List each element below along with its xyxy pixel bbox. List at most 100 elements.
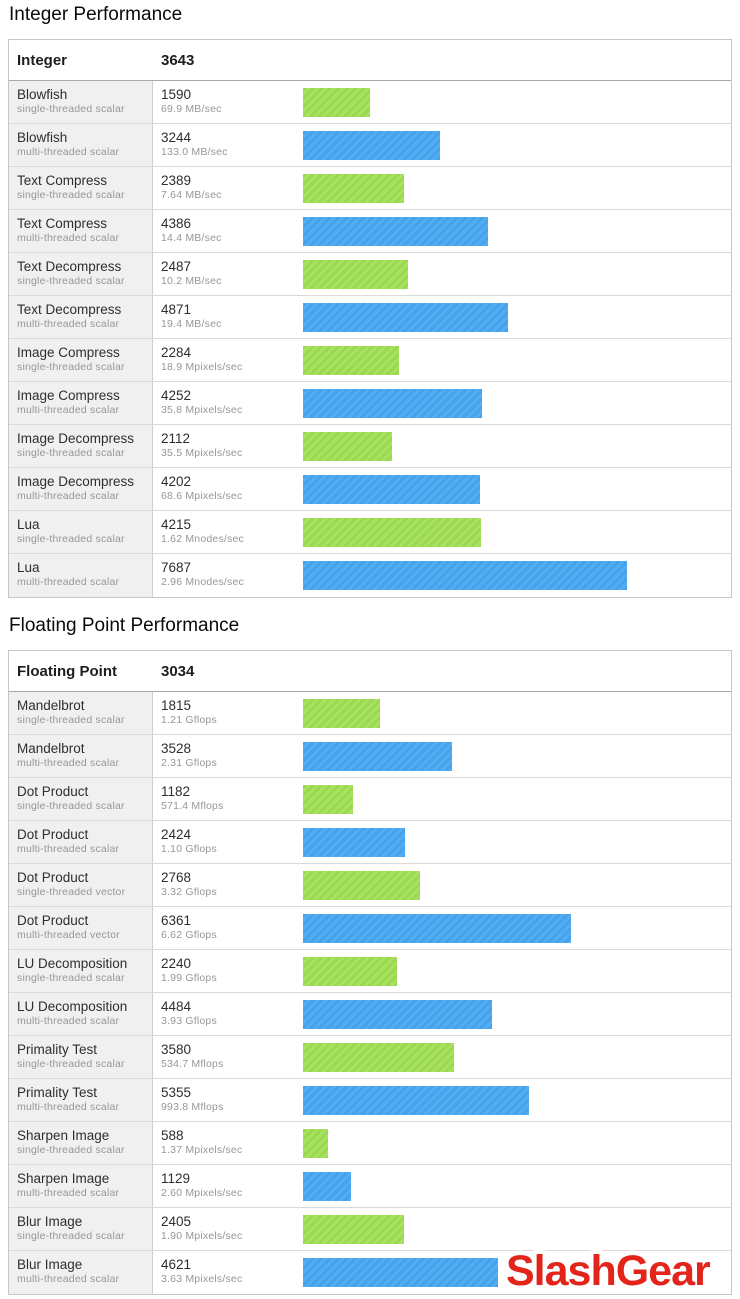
test-name: Dot Product: [17, 870, 89, 885]
score-bar-cell: [303, 1208, 731, 1250]
score-bar-cell: [303, 735, 731, 777]
test-score-cell: 2284 18.9 Mpixels/sec: [153, 339, 303, 381]
score-bar-cell: [303, 950, 731, 992]
table-row: Blur Image multi-threaded scalar 4621 3.…: [9, 1251, 731, 1294]
test-name-cell: Text Decompress multi-threaded scalar: [9, 296, 153, 338]
test-name-cell: Lua multi-threaded scalar: [9, 554, 153, 597]
score-bar: [303, 216, 488, 246]
score-bar-cell: [303, 124, 731, 166]
test-score-cell: 4215 1.62 Mnodes/sec: [153, 511, 303, 553]
score-value: 4202: [161, 474, 192, 489]
test-name: Image Decompress: [17, 431, 135, 446]
table-row: Dot Product single-threaded scalar 1182 …: [9, 778, 731, 821]
score-value: 4621: [161, 1257, 192, 1272]
table-row: Image Compress single-threaded scalar 22…: [9, 339, 731, 382]
test-score-cell: 2240 1.99 Gflops: [153, 950, 303, 992]
score-bar-cell: [303, 210, 731, 252]
score-value: 2284: [161, 345, 192, 360]
score-bar: [303, 1171, 351, 1201]
score-rate: 3.32 Gflops: [161, 886, 217, 898]
score-bar: [303, 173, 404, 203]
score-bar-cell: [303, 468, 731, 510]
score-value: 1182: [161, 784, 191, 799]
test-variant: single-threaded scalar: [17, 1230, 125, 1242]
score-value: 4252: [161, 388, 192, 403]
test-score-cell: 2768 3.32 Gflops: [153, 864, 303, 906]
test-name: Dot Product: [17, 913, 89, 928]
table-row: Dot Product multi-threaded scalar 2424 1…: [9, 821, 731, 864]
score-rate: 6.62 Gflops: [161, 929, 217, 941]
test-score-cell: 2405 1.90 Mpixels/sec: [153, 1208, 303, 1250]
test-variant: multi-threaded scalar: [17, 404, 120, 416]
test-name-cell: Text Compress multi-threaded scalar: [9, 210, 153, 252]
table-row: LU Decomposition multi-threaded scalar 4…: [9, 993, 731, 1036]
score-bar: [303, 1258, 498, 1287]
test-name: Primality Test: [17, 1042, 98, 1057]
table-header-row: Integer 3643: [9, 40, 731, 81]
test-variant: single-threaded scalar: [17, 103, 125, 115]
test-variant: single-threaded scalar: [17, 714, 125, 726]
test-variant: single-threaded scalar: [17, 533, 125, 545]
score-rate: 14.4 MB/sec: [161, 232, 222, 244]
score-rate: 1.62 Mnodes/sec: [161, 533, 244, 545]
test-name-cell: Blur Image multi-threaded scalar: [9, 1251, 153, 1294]
table-row: Image Compress multi-threaded scalar 425…: [9, 382, 731, 425]
score-rate: 1.90 Mpixels/sec: [161, 1230, 243, 1242]
score-bar: [303, 1128, 328, 1158]
test-name: Blur Image: [17, 1214, 83, 1229]
test-name-cell: Image Compress multi-threaded scalar: [9, 382, 153, 424]
table-row: Sharpen Image multi-threaded scalar 1129…: [9, 1165, 731, 1208]
test-name-cell: LU Decomposition multi-threaded scalar: [9, 993, 153, 1035]
test-name-cell: Text Decompress single-threaded scalar: [9, 253, 153, 295]
test-name-cell: Image Compress single-threaded scalar: [9, 339, 153, 381]
score-value: 588: [161, 1128, 184, 1143]
score-rate: 3.63 Mpixels/sec: [161, 1273, 243, 1285]
test-name-cell: Sharpen Image multi-threaded scalar: [9, 1165, 153, 1207]
test-name-cell: Blowfish single-threaded scalar: [9, 81, 153, 123]
test-variant: multi-threaded scalar: [17, 576, 120, 588]
table-header-row: Floating Point 3034: [9, 651, 731, 692]
section-heading: Integer Performance: [9, 4, 183, 25]
score-bar: [303, 345, 399, 375]
score-bar-cell: [303, 692, 731, 734]
test-name: Blur Image: [17, 1257, 83, 1272]
score-rate: 2.31 Gflops: [161, 757, 217, 769]
score-bar: [303, 302, 508, 332]
score-value: 2768: [161, 870, 192, 885]
score-bar-cell: [303, 81, 731, 123]
score-rate: 1.37 Mpixels/sec: [161, 1144, 243, 1156]
table-row: Text Decompress multi-threaded scalar 48…: [9, 296, 731, 339]
test-variant: single-threaded vector: [17, 886, 126, 898]
score-bar: [303, 999, 492, 1029]
table-row: Blur Image single-threaded scalar 2405 1…: [9, 1208, 731, 1251]
test-name: Blowfish: [17, 130, 68, 145]
score-value: 3528: [161, 741, 192, 756]
table-row: Dot Product single-threaded vector 2768 …: [9, 864, 731, 907]
score-value: 4215: [161, 517, 192, 532]
test-score-cell: 6361 6.62 Gflops: [153, 907, 303, 949]
test-name-cell: Primality Test single-threaded scalar: [9, 1036, 153, 1078]
score-rate: 3.93 Gflops: [161, 1015, 217, 1027]
score-rate: 35.5 Mpixels/sec: [161, 447, 243, 459]
score-value: 6361: [161, 913, 192, 928]
score-bar: [303, 1214, 404, 1244]
score-rate: 19.4 MB/sec: [161, 318, 222, 330]
score-bar-cell: [303, 382, 731, 424]
score-value: 1590: [161, 87, 192, 102]
table-row: LU Decomposition single-threaded scalar …: [9, 950, 731, 993]
test-name: Image Compress: [17, 388, 120, 403]
score-value: 2389: [161, 173, 192, 188]
score-rate: 7.64 MB/sec: [161, 189, 222, 201]
score-rate: 2.96 Mnodes/sec: [161, 576, 244, 588]
table-body: Blowfish single-threaded scalar 1590 69.…: [9, 81, 731, 597]
score-rate: 69.9 MB/sec: [161, 103, 222, 115]
test-score-cell: 4252 35.8 Mpixels/sec: [153, 382, 303, 424]
score-value: 7687: [161, 560, 192, 575]
score-bar: [303, 1085, 529, 1115]
table-row: Lua multi-threaded scalar 7687 2.96 Mnod…: [9, 554, 731, 597]
score-value: 3580: [161, 1042, 192, 1057]
test-name: Lua: [17, 517, 40, 532]
benchmark-section: Floating Point Performance Floating Poin…: [8, 614, 732, 1295]
score-bar: [303, 698, 380, 728]
table-row: Text Compress single-threaded scalar 238…: [9, 167, 731, 210]
